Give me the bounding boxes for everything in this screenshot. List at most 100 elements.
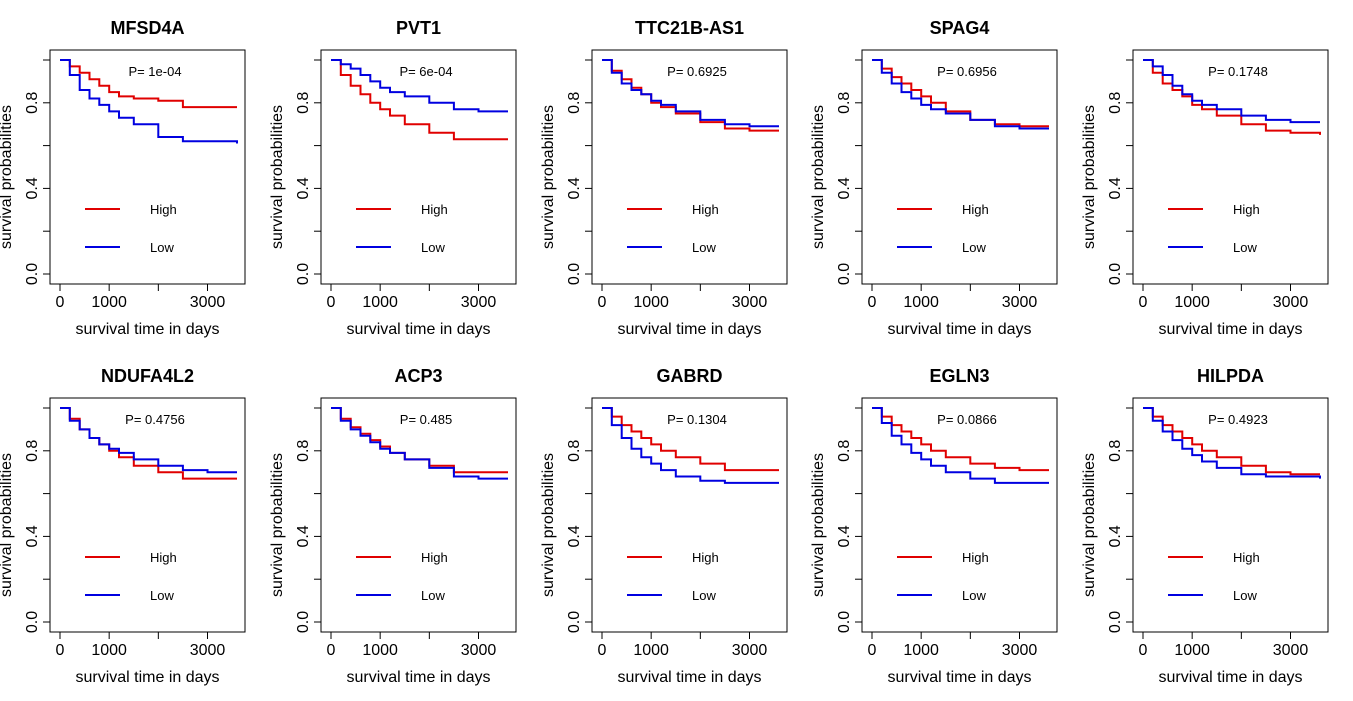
y-tick-label: 0.0: [836, 611, 853, 633]
plot-frame: [1132, 397, 1329, 633]
x-axis-label: survival time in days: [346, 669, 490, 686]
chart-panel: EGLN3 0 1000 3000 0.0 0.4 0.8 survival time in …: [810, 366, 1058, 686]
x-tick-label: 3000: [732, 294, 768, 311]
x-tick-label: 0: [327, 294, 336, 311]
y-tick-label: 0.4: [1107, 177, 1124, 199]
x-tick-label: 1000: [1174, 294, 1210, 311]
x-tick-label: 1000: [91, 642, 127, 659]
legend-label: Low: [150, 240, 174, 255]
y-axis-label: survival probabilities: [269, 453, 286, 597]
x-tick-label: 0: [56, 642, 65, 659]
y-axis-label: survival probabilities: [810, 453, 827, 597]
survival-curve-low: [1143, 407, 1321, 479]
x-axis-label: survival time in days: [617, 669, 761, 686]
x-tick-label: 0: [598, 642, 607, 659]
y-tick-label: 0.8: [566, 92, 583, 114]
y-tick-label: 0.8: [1107, 92, 1124, 114]
legend-label: High: [421, 202, 448, 217]
legend-label: High: [692, 550, 719, 565]
y-tick-label: 0.0: [24, 263, 41, 285]
legend-label: High: [962, 202, 989, 217]
chart-panel: PVT1 0 1000 3000 0.0 0.4 0.8 survival time in d…: [269, 18, 517, 338]
y-tick-label: 0.4: [566, 177, 583, 199]
y-tick-label: 0.0: [566, 263, 583, 285]
chart-panel: 0 1000 3000 0.0 0.4 0.8 survival time in days s…: [1081, 49, 1329, 338]
p-value-label: P= 0.0866: [937, 412, 997, 427]
y-tick-label: 0.8: [24, 440, 41, 462]
x-tick-label: 1000: [633, 294, 669, 311]
survival-curve-low: [331, 59, 508, 113]
p-value-label: P= 0.4756: [125, 412, 185, 427]
p-value-label: P= 0.1304: [667, 412, 727, 427]
y-tick-label: 0.8: [24, 92, 41, 114]
chart-title: MFSD4A: [110, 18, 184, 38]
legend-label: Low: [1233, 240, 1257, 255]
x-axis-label: survival time in days: [887, 321, 1031, 338]
y-tick-label: 0.8: [566, 440, 583, 462]
y-tick-label: 0.4: [566, 525, 583, 547]
y-tick-label: 0.0: [24, 611, 41, 633]
survival-curve-low: [872, 407, 1049, 484]
plot-frame: [861, 49, 1058, 285]
plot-frame: [861, 397, 1058, 633]
chart-title: EGLN3: [929, 366, 989, 386]
p-value-label: P= 0.6925: [667, 64, 727, 79]
x-tick-label: 0: [1139, 642, 1148, 659]
y-tick-label: 0.8: [836, 92, 853, 114]
survival-curve-high: [60, 59, 237, 109]
legend-label: Low: [421, 240, 445, 255]
legend-label: Low: [421, 588, 445, 603]
survival-curve-low: [602, 59, 779, 128]
legend-label: Low: [150, 588, 174, 603]
chart-title: TTC21B-AS1: [635, 18, 744, 38]
x-axis-label: survival time in days: [617, 321, 761, 338]
legend-label: High: [421, 550, 448, 565]
plot-frame: [591, 49, 788, 285]
p-value-label: P= 1e-04: [128, 64, 181, 79]
y-tick-label: 0.0: [566, 611, 583, 633]
survival-curve-low: [602, 407, 779, 484]
survival-curve-low: [1143, 59, 1320, 124]
legend-label: High: [1233, 550, 1260, 565]
plot-frame: [49, 397, 246, 633]
y-tick-label: 0.4: [1107, 525, 1124, 547]
x-tick-label: 3000: [190, 642, 226, 659]
y-tick-label: 0.4: [295, 525, 312, 547]
legend-label: Low: [1233, 588, 1257, 603]
chart-title: NDUFA4L2: [101, 366, 194, 386]
x-tick-label: 1000: [362, 294, 398, 311]
x-tick-label: 3000: [1273, 642, 1309, 659]
legend-label: High: [692, 202, 719, 217]
x-tick-label: 3000: [1002, 294, 1038, 311]
y-tick-label: 0.4: [24, 525, 41, 547]
plot-frame: [591, 397, 788, 633]
y-axis-label: survival probabilities: [269, 105, 286, 249]
x-tick-label: 0: [327, 642, 336, 659]
y-tick-label: 0.4: [295, 177, 312, 199]
plot-frame: [320, 397, 517, 633]
x-tick-label: 3000: [461, 294, 497, 311]
x-tick-label: 3000: [461, 642, 497, 659]
legend-label: Low: [962, 240, 986, 255]
survival-curve-high: [602, 407, 779, 472]
y-axis-label: survival probabilities: [0, 453, 15, 597]
x-tick-label: 1000: [903, 294, 939, 311]
x-tick-label: 0: [868, 642, 877, 659]
legend-label: Low: [692, 588, 716, 603]
chart-title: PVT1: [396, 18, 441, 38]
y-tick-label: 0.0: [1107, 611, 1124, 633]
chart-title: HILPDA: [1197, 366, 1264, 386]
p-value-label: P= 0.1748: [1208, 64, 1268, 79]
x-axis-label: survival time in days: [75, 669, 219, 686]
x-axis-label: survival time in days: [887, 669, 1031, 686]
x-tick-label: 1000: [633, 642, 669, 659]
chart-panel: NDUFA4L2 0 1000 3000 0.0 0.4 0.8 survival time …: [0, 366, 246, 686]
legend-label: Low: [962, 588, 986, 603]
x-tick-label: 1000: [91, 294, 127, 311]
chart-panel: ACP3 0 1000 3000 0.0 0.4 0.8 survival time in d…: [269, 366, 517, 686]
y-axis-label: survival probabilities: [1081, 453, 1098, 597]
x-axis-label: survival time in days: [1158, 321, 1302, 338]
y-tick-label: 0.4: [836, 177, 853, 199]
chart-panel: GABRD 0 1000 3000 0.0 0.4 0.8 survival time in …: [540, 366, 788, 686]
chart-title: ACP3: [394, 366, 442, 386]
